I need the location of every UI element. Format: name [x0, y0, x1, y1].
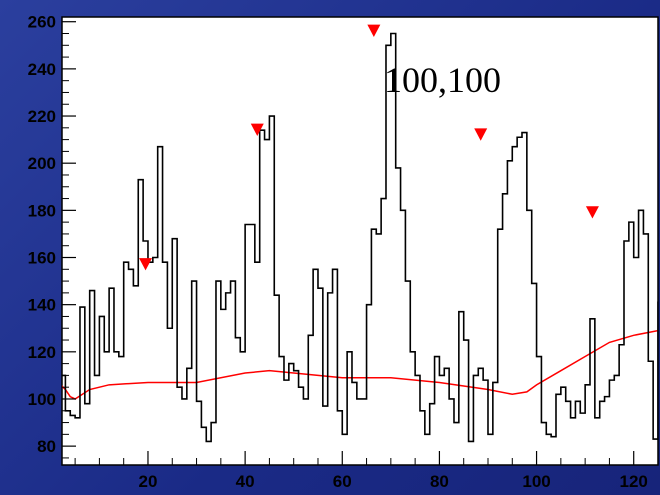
y-tick-label: 120 [28, 343, 56, 362]
y-tick-label: 260 [28, 13, 56, 32]
x-tick-label: 80 [430, 472, 449, 491]
x-tick-label: 60 [333, 472, 352, 491]
peak-marker [474, 128, 488, 141]
histogram-layer [62, 32, 658, 443]
y-tick-label: 220 [28, 107, 56, 126]
plot-area [61, 16, 659, 466]
y-tick-label: 140 [28, 296, 56, 315]
x-tick-label: 100 [522, 472, 550, 491]
x-tick-label: 120 [620, 472, 648, 491]
peak-markers [139, 24, 599, 271]
peak-marker [367, 24, 381, 37]
y-tick-label: 160 [28, 249, 56, 268]
axes: 80 100 120 140 160 180 200 220 240 260 20 40 60 80 100… [28, 13, 659, 491]
y-tick-label: 180 [28, 201, 56, 220]
peak-marker [250, 123, 264, 137]
y-tick-label: 80 [37, 437, 56, 456]
background-fit-line [62, 329, 658, 400]
peak-marker [139, 258, 153, 271]
background-fit-layer [62, 329, 658, 400]
y-tick-label: 200 [28, 154, 56, 173]
y-tick-label: 100 [28, 390, 56, 409]
histogram-series [62, 32, 658, 443]
x-tick-label: 40 [236, 472, 255, 491]
peak-marker [585, 206, 599, 219]
x-tick-label: 20 [139, 472, 158, 491]
y-tick-label: 240 [28, 60, 56, 79]
annotation-label: 100,100 [384, 60, 501, 100]
